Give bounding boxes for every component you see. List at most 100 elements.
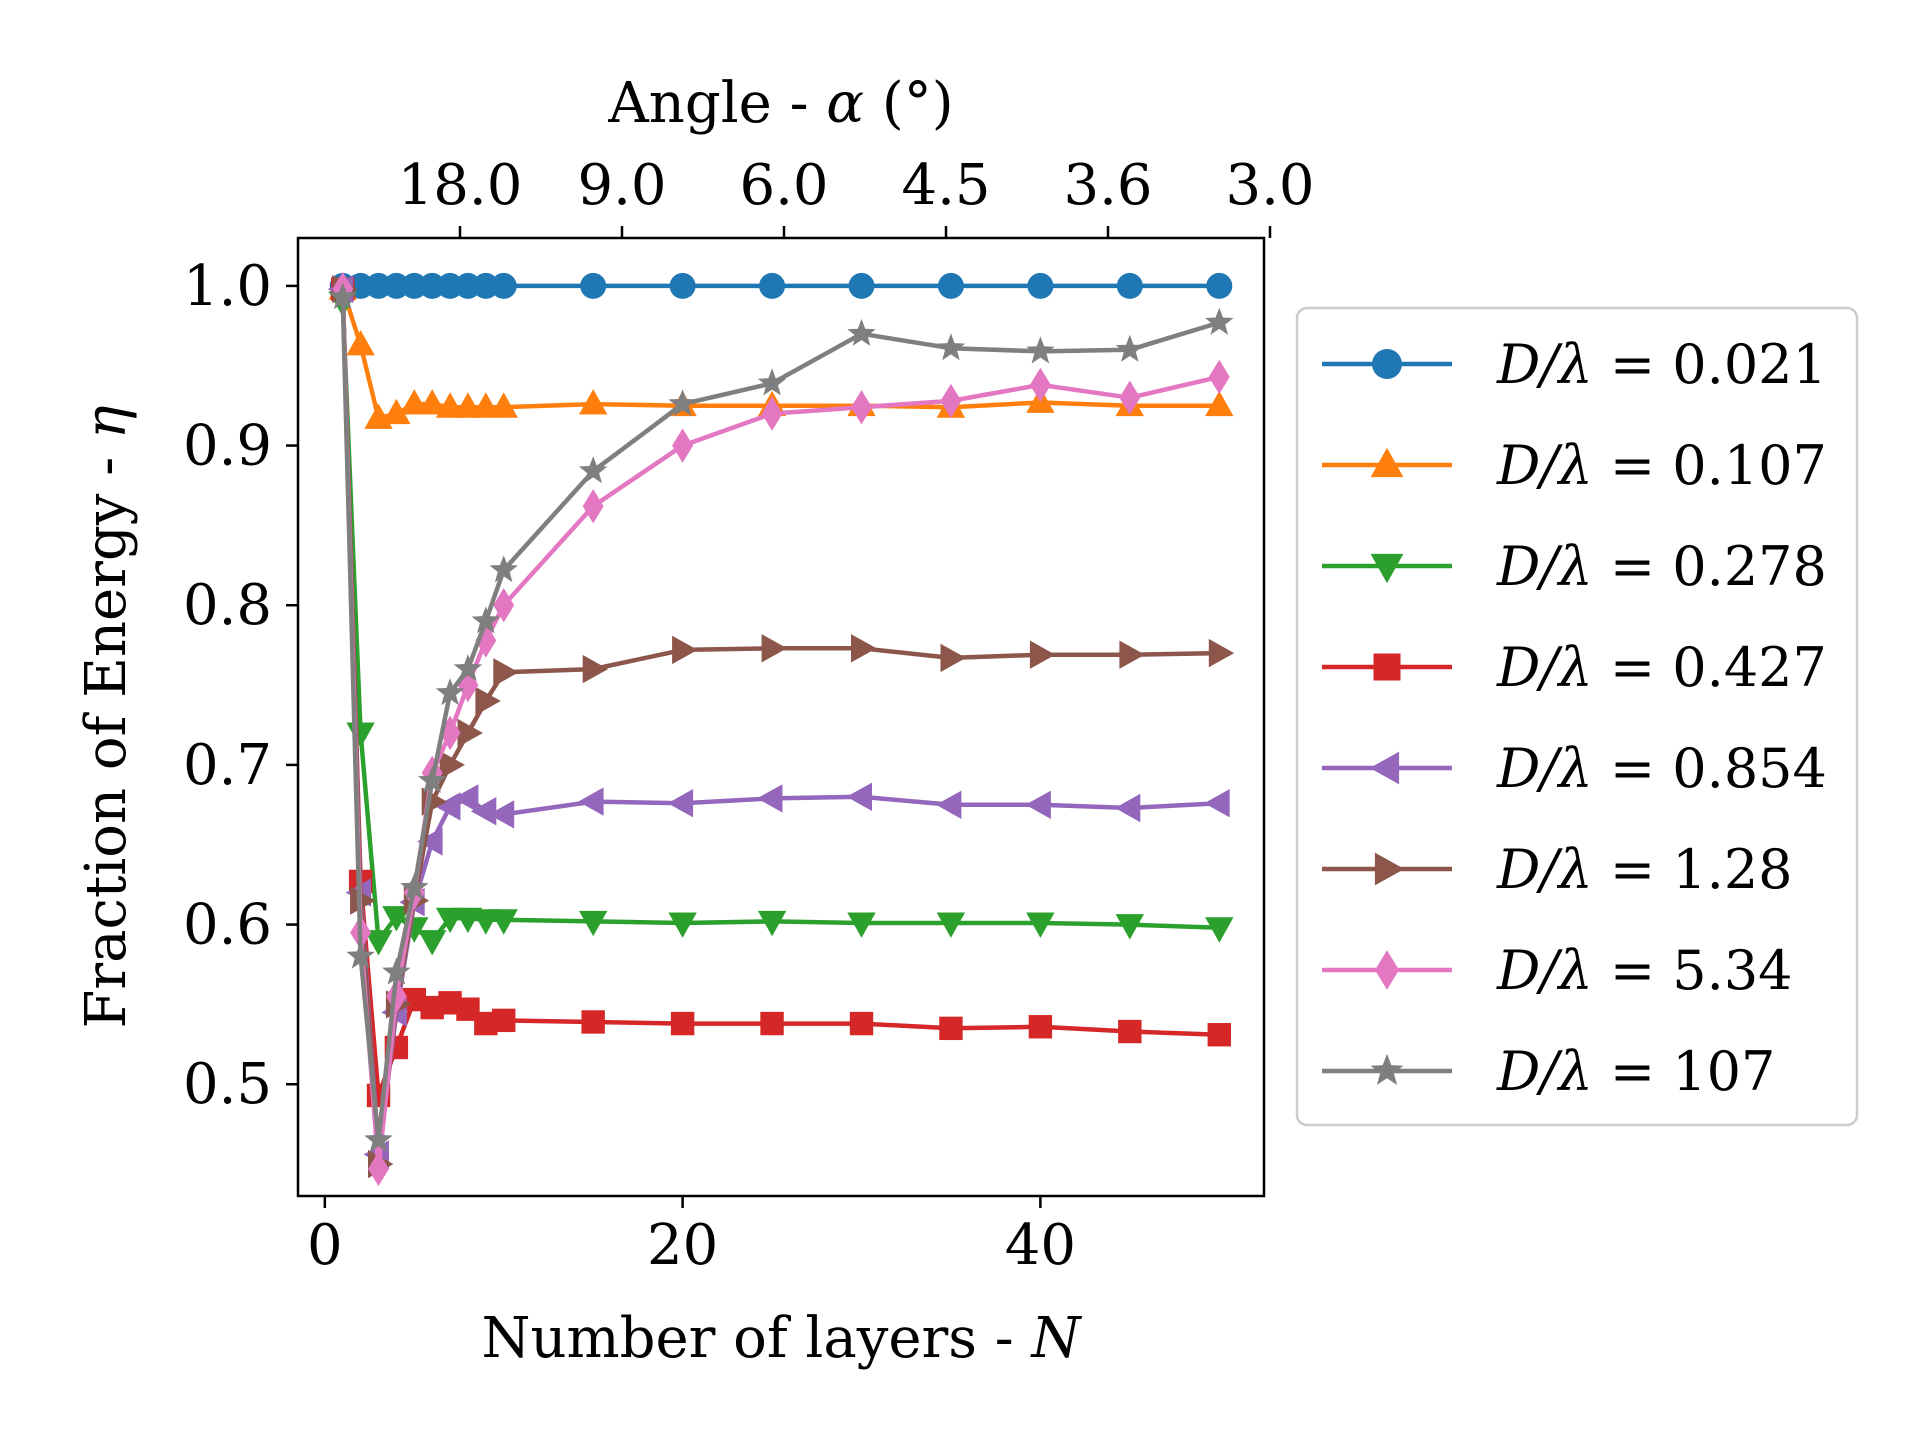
data-point <box>1119 640 1145 669</box>
series-line <box>340 288 1220 421</box>
data-point <box>1026 912 1055 938</box>
data-point <box>489 909 518 935</box>
data-point <box>401 272 428 299</box>
data-point <box>1204 789 1230 818</box>
data-point <box>419 272 446 299</box>
data-point <box>761 634 787 663</box>
data-point <box>669 272 696 299</box>
y-tick-label: 0.6 <box>183 893 272 958</box>
data-point <box>1205 307 1234 335</box>
data-point <box>1115 914 1144 940</box>
plot-frame <box>296 236 1266 1198</box>
y-tick-label: 1.0 <box>183 254 272 319</box>
y-tick-label: 0.7 <box>183 733 272 798</box>
data-point <box>471 909 500 935</box>
data-point <box>435 907 465 934</box>
legend-entry: D/λ = 0.278 <box>1322 535 1827 598</box>
data-point <box>417 827 443 856</box>
data-point <box>580 272 607 299</box>
legend-entry: D/λ = 0.107 <box>1322 434 1827 497</box>
legend: D/λ = 0.021 D/λ = 0.107 D/λ = 0.278 D/λ = 0… <box>1322 333 1827 1103</box>
data-point <box>848 272 875 299</box>
x-axis-title: Number of layers - N <box>481 1306 1082 1371</box>
top-axis: 18.0 9.0 6.0 4.5 3.6 3.0 <box>398 153 1315 238</box>
data-point <box>667 789 694 818</box>
legend-label: D/λ = 0.107 <box>1496 434 1827 497</box>
data-point <box>1029 640 1056 669</box>
data-point <box>364 1125 393 1153</box>
data-point <box>936 333 966 361</box>
data-point <box>453 392 483 418</box>
data-point <box>400 872 429 900</box>
top-tick-label: 9.0 <box>577 153 666 218</box>
data-point <box>382 398 411 425</box>
data-point <box>1027 272 1054 299</box>
series-5_34 <box>332 271 1230 1186</box>
data-point <box>382 906 411 932</box>
legend-label: D/λ = 5.34 <box>1496 939 1793 1002</box>
legend-box <box>1295 306 1859 1127</box>
data-point <box>579 910 608 937</box>
data-point <box>417 765 447 793</box>
data-point <box>435 392 465 418</box>
data-point <box>939 1016 963 1041</box>
data-point <box>490 272 517 299</box>
top-tick-label: 6.0 <box>739 153 828 218</box>
data-point <box>439 750 465 780</box>
data-point <box>757 910 787 937</box>
data-point <box>1115 334 1145 362</box>
data-point <box>1118 1019 1142 1044</box>
x-tick-label: 0 <box>307 1213 343 1278</box>
top-axis-title: Angle - α (°) <box>607 71 953 136</box>
data-point <box>936 912 966 938</box>
data-point <box>760 1011 784 1036</box>
data-point <box>493 658 519 687</box>
y-tick-label: 0.8 <box>183 573 272 638</box>
data-point <box>365 272 392 299</box>
data-point <box>346 330 375 356</box>
data-point <box>400 389 429 415</box>
data-point <box>761 396 783 431</box>
data-point <box>1208 359 1230 395</box>
data-point <box>759 272 786 299</box>
top-tick-label: 3.0 <box>1225 153 1314 218</box>
data-point <box>1026 336 1055 364</box>
data-point <box>492 1008 516 1033</box>
y-axis: 0.5 0.6 0.7 0.8 0.9 1.0 <box>183 254 298 1117</box>
data-layer <box>327 271 1235 1186</box>
data-point <box>1025 790 1051 819</box>
data-point <box>474 1011 498 1036</box>
data-point <box>383 272 410 299</box>
legend-marker <box>1370 1053 1404 1085</box>
legend-marker <box>1372 349 1402 379</box>
data-point <box>475 686 501 716</box>
data-point <box>1208 638 1235 668</box>
legend-marker <box>1374 950 1400 990</box>
data-point <box>382 957 411 985</box>
data-point <box>420 995 444 1020</box>
series-0_021 <box>329 272 1233 299</box>
data-point <box>472 272 499 299</box>
data-point <box>936 790 962 819</box>
legend-label: D/λ = 1.28 <box>1496 838 1793 901</box>
data-point <box>757 784 783 813</box>
data-point <box>1114 793 1141 823</box>
data-point <box>582 654 609 684</box>
data-point <box>668 389 697 417</box>
legend-entry: D/λ = 1.28 <box>1322 838 1793 901</box>
series-line <box>340 301 1220 943</box>
data-point <box>1028 1015 1053 1039</box>
legend-marker <box>1373 653 1401 681</box>
data-point <box>457 718 483 748</box>
legend-label: D/λ = 0.854 <box>1496 737 1827 800</box>
data-point <box>1029 367 1051 403</box>
series-line <box>340 289 1220 1172</box>
x-tick-label: 20 <box>647 1213 718 1278</box>
data-point <box>346 722 375 748</box>
data-point <box>453 784 479 813</box>
data-point <box>437 272 464 299</box>
data-point <box>672 635 698 665</box>
data-point <box>418 389 447 415</box>
data-point <box>439 715 461 751</box>
